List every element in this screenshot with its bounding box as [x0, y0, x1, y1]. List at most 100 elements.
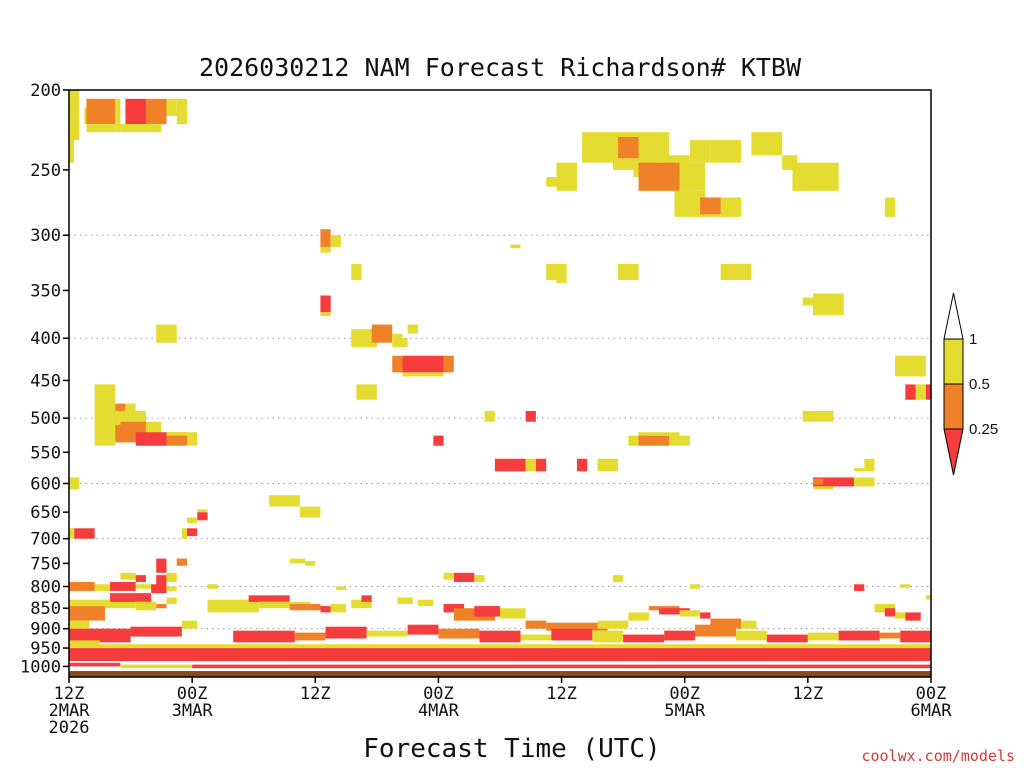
- ground-band: [69, 671, 931, 677]
- ri-cell-85: [864, 458, 875, 472]
- ri-cell-34: [330, 235, 341, 247]
- ri-cell-115: [110, 581, 136, 591]
- ri-cell-50: [407, 324, 418, 334]
- y-tick-label-550: 550: [30, 443, 61, 463]
- ri-cell-150: [628, 612, 649, 621]
- x-tick-label-2-0: 12Z: [300, 684, 331, 704]
- ri-cell-100: [181, 528, 188, 539]
- ri-cell-81: [525, 458, 536, 472]
- ri-cell-91: [69, 477, 80, 490]
- ri-cell-154: [700, 612, 711, 619]
- ri-cell-57: [895, 355, 926, 377]
- x-tick-label-0-2: 2026: [49, 718, 90, 738]
- ri-cell-14: [618, 136, 639, 159]
- colorbar-label-0: 1: [969, 331, 977, 348]
- ri-cell-114: [94, 584, 111, 591]
- ri-cell-89: [812, 478, 824, 485]
- ri-cell-117: [151, 584, 167, 594]
- ri-cell-95: [187, 517, 198, 523]
- ri-cell-7: [120, 124, 146, 133]
- x-tick-label-4-0: 12Z: [546, 684, 577, 704]
- ri-cell-103: [289, 558, 306, 564]
- y-tick-label-950: 950: [30, 639, 61, 659]
- ri-cell-108: [166, 572, 177, 582]
- ri-cell-1: [69, 140, 75, 163]
- x-tick-label-0-0: 12Z: [54, 684, 85, 704]
- ri-cell-8: [145, 98, 167, 125]
- ri-cell-40: [618, 263, 639, 281]
- y-tick-label-200: 200: [30, 81, 61, 101]
- y-tick-label-1000: 1000: [20, 657, 61, 677]
- ri-cell-122: [854, 584, 865, 591]
- x-tick-label-3-1: 4MAR: [418, 701, 460, 721]
- ri-cell-152: [659, 608, 690, 615]
- colorbar-bin-below-0.25: [943, 428, 964, 476]
- ri-cell-174: [592, 630, 624, 643]
- ri-cell-177: [694, 624, 737, 637]
- ri-cell-73: [802, 410, 834, 422]
- colorbar: 1 0.5 0.25: [943, 292, 998, 476]
- x-tick-label-5-0: 00Z: [669, 684, 700, 704]
- ri-cell-124: [925, 595, 931, 600]
- y-tick-label-650: 650: [30, 503, 61, 523]
- ri-cell-10: [166, 98, 177, 116]
- ri-cell-113: [69, 581, 95, 591]
- ri-cell-185: [69, 644, 931, 649]
- ri-cell-133: [207, 599, 259, 613]
- ri-cell-172: [520, 634, 552, 641]
- ri-cell-134: [248, 595, 290, 602]
- ri-cell-51: [397, 338, 408, 348]
- ri-cell-147: [525, 620, 547, 629]
- ri-cell-187: [120, 664, 193, 669]
- y-tick-label-250: 250: [30, 161, 61, 181]
- ri-cell-135: [258, 601, 311, 609]
- ri-cell-180: [807, 632, 839, 641]
- ri-cell-171: [479, 630, 521, 643]
- ri-cell-175: [623, 634, 665, 643]
- ri-cell-148: [546, 622, 608, 631]
- x-tick-label-0-1: 2MAR: [49, 701, 91, 721]
- ri-cell-156: [741, 620, 757, 629]
- ri-cell-109: [612, 575, 624, 582]
- x-tick-label-1-0: 00Z: [177, 684, 208, 704]
- ri-cell-166: [294, 632, 326, 641]
- ri-cell-123: [900, 584, 911, 588]
- ri-cell-131: [166, 597, 177, 604]
- ri-cell-18: [710, 140, 742, 163]
- y-tick-label-800: 800: [30, 577, 61, 597]
- ri-cell-121: [689, 584, 701, 589]
- y-tick-label-600: 600: [30, 474, 61, 494]
- ri-cell-145: [474, 606, 500, 617]
- ri-cell-79: [648, 432, 680, 436]
- ri-cell-86: [854, 468, 865, 472]
- ri-cell-107: [156, 575, 167, 587]
- ri-cell-143: [443, 603, 465, 613]
- ri-cell-32: [884, 197, 896, 217]
- ri-cell-153: [679, 610, 701, 617]
- ri-cell-106: [135, 575, 146, 582]
- ri-cell-52: [392, 355, 403, 373]
- ri-cell-141: [397, 597, 413, 604]
- ri-cell-27: [725, 197, 742, 217]
- ri-cell-146: [500, 608, 526, 619]
- ri-cell-33: [320, 229, 331, 247]
- y-tick-label-850: 850: [30, 599, 61, 619]
- x-tick-label-1-1: 3MAR: [172, 701, 214, 721]
- ri-cell-170: [438, 628, 480, 639]
- ri-cell-84: [597, 458, 619, 472]
- ri-cell-78: [669, 435, 690, 446]
- ri-cell-142: [417, 599, 434, 607]
- ri-cell-45: [812, 293, 844, 316]
- ri-cell-93: [299, 506, 321, 518]
- ri-cell-101: [156, 558, 167, 573]
- y-tick-label-400: 400: [30, 329, 61, 349]
- ri-cell-76: [638, 432, 649, 440]
- chart-title: 2026030212 NAM Forecast Richardson# KTBW: [199, 53, 802, 82]
- ri-cell-69: [166, 432, 188, 436]
- x-tick-label-6-0: 12Z: [792, 684, 823, 704]
- ri-cell-96: [197, 509, 208, 513]
- ri-cell-47: [351, 329, 377, 348]
- ri-cell-98: [69, 528, 75, 539]
